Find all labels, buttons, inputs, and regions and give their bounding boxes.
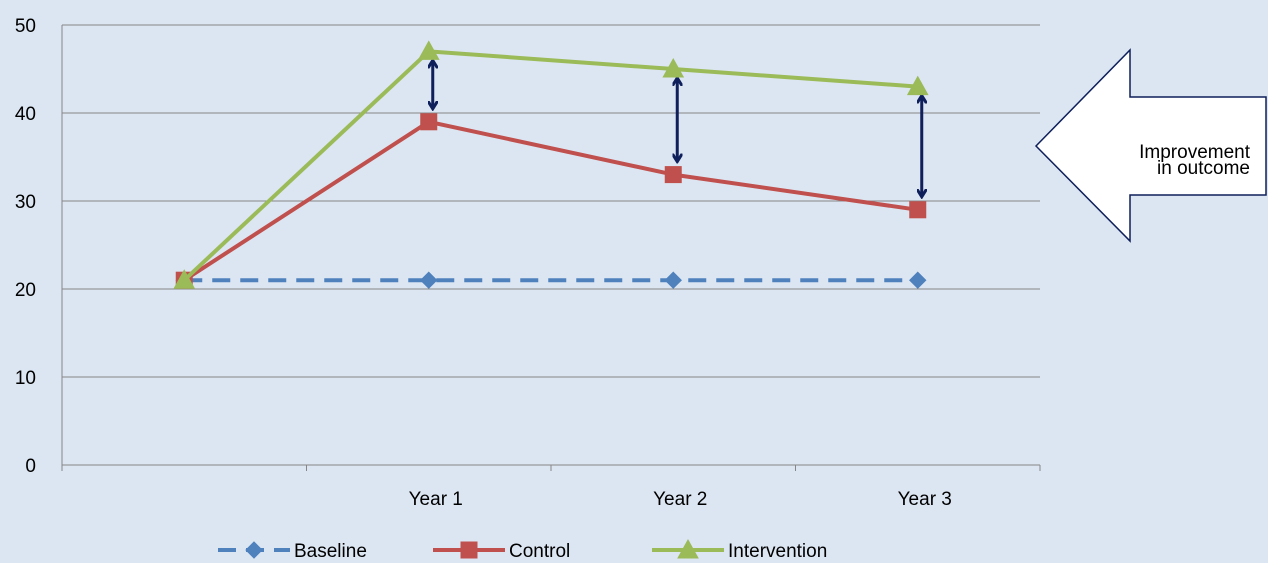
data-point-baseline — [909, 271, 927, 289]
gridlines — [62, 24, 1040, 378]
data-point-baseline — [664, 271, 682, 289]
series-line-control — [183, 119, 919, 282]
gap-arrows — [433, 61, 922, 195]
callout-line-1: Improvement — [1139, 142, 1251, 163]
legend-marker-intervention — [677, 538, 699, 559]
data-point-intervention — [662, 57, 685, 78]
x-tick-label: Year 1 — [409, 489, 463, 510]
series-lines — [173, 40, 929, 289]
data-point-control — [420, 113, 438, 131]
data-point-control — [664, 166, 682, 184]
callout-arrow-shape — [1034, 48, 1267, 243]
legend-marker-control — [460, 541, 478, 559]
legend-marker-baseline — [245, 541, 263, 559]
y-tick-label: 10 — [15, 368, 36, 389]
legend-label-baseline: Baseline — [294, 541, 367, 562]
callout-line-2: in outcome — [1157, 158, 1250, 179]
data-point-intervention — [417, 40, 440, 60]
data-point-control — [909, 201, 927, 219]
x-tick-label: Year 3 — [898, 489, 952, 510]
legend-label-intervention: Intervention — [728, 541, 827, 562]
y-tick-label: 0 — [25, 456, 36, 477]
y-tick-label: 40 — [15, 104, 36, 125]
y-tick-label: 20 — [15, 280, 36, 301]
series-line-intervention — [182, 49, 918, 282]
x-tick-label: Year 2 — [653, 489, 707, 510]
improvement-callout: Improvement in outcome — [1034, 48, 1267, 243]
data-point-intervention — [173, 269, 196, 289]
axes: 0 10 20 30 40 50 Year 1 Year 2 Year 3 — [15, 16, 1041, 510]
legend-label-control: Control — [509, 541, 570, 562]
y-tick-label: 50 — [15, 16, 36, 37]
data-point-intervention — [906, 75, 929, 96]
legend: Baseline Control Intervention — [218, 538, 827, 562]
y-tick-label: 30 — [15, 192, 36, 213]
data-point-baseline — [420, 271, 438, 289]
